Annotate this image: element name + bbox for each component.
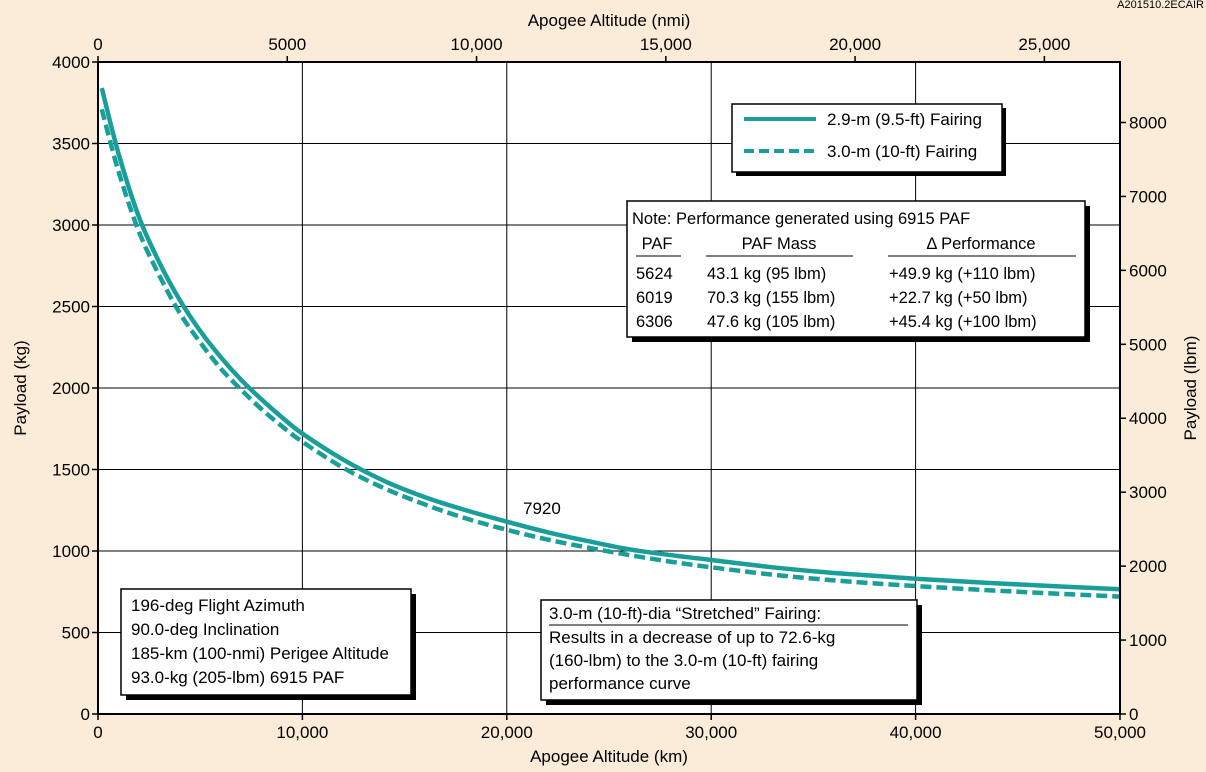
note-row-1-mass: 43.1 kg (95 lbm) [707,265,826,283]
x2-tick-label: 10,000 [451,35,503,54]
y2-axis-title: Payload (lbm) [1181,336,1200,441]
fairing-box-frame [540,599,918,701]
x2-axis-title: Apogee Altitude (nmi) [528,11,691,30]
fairing-line-3: performance curve [549,674,691,693]
y-axis-title: Payload (kg) [11,340,30,435]
x-tick-label: 40,000 [890,723,942,742]
y2-tick-label: 1000 [1129,631,1167,650]
x-tick-label: 0 [93,723,102,742]
y-tick-label: 3000 [52,216,90,235]
note-header-paf: PAF [642,235,673,253]
conditions-line-2: 90.0-deg Inclination [131,620,279,639]
y2-tick-label: 7000 [1129,187,1167,206]
y2-tick-label: 5000 [1129,335,1167,354]
x2-tick-label: 20,000 [829,35,881,54]
y-tick-label: 1500 [52,461,90,480]
y2-tick-label: 0 [1129,705,1138,724]
y2-tick-label: 8000 [1129,113,1167,132]
annotation-7920: 7920 [523,499,561,518]
note-row-3-paf: 6306 [636,313,673,331]
legend-shadow-r [1002,108,1006,176]
curves [99,87,1121,599]
fairing-title: 3.0-m (10-ft)-dia “Stretched” Fairing: [549,604,821,623]
y2-tick-label: 6000 [1129,261,1167,280]
y-tick-label: 2000 [52,379,90,398]
x2-tick-label: 5000 [268,35,306,54]
y-tick-label: 3500 [52,135,90,154]
y-tick-label: 4000 [52,53,90,72]
y-tick-label: 2500 [52,298,90,317]
ticks: 0 10,000 20,000 30,000 40,000 50,000050010001… [52,35,1167,742]
x-tick-label: 50,000 [1094,723,1146,742]
series-line-dashed [99,108,1121,599]
note-row-3-delta: +45.4 kg (+100 lbm) [889,313,1037,331]
note-header-delta: Δ Performance [926,235,1035,253]
legend-shadow-b [736,172,1006,176]
series-line-solid [99,87,1121,592]
legend: 2.9-m (9.5-ft) Fairing 3.0-m (10-ft) Fai… [731,103,1006,176]
legend-box [731,103,1003,173]
note-row-1-delta: +49.9 kg (+110 lbm) [889,265,1035,283]
note-row-2-delta: +22.7 kg (+50 lbm) [889,289,1028,307]
x-tick-label: 10,000 [276,723,328,742]
note-box: Note: Performance generated using 6915 P… [626,200,1090,342]
conditions-line-3: 185-km (100-nmi) Perigee Altitude [131,644,389,663]
fairing-box: 3.0-m (10-ft)-dia “Stretched” Fairing: R… [540,599,922,705]
conditions-box-frame [120,588,412,696]
note-header-mass: PAF Mass [742,235,817,253]
y2-tick-label: 3000 [1129,483,1167,502]
conditions-line-4: 93.0-kg (205-lbm) 6915 PAF [131,668,344,687]
note-row-3-mass: 47.6 kg (105 lbm) [707,313,835,331]
note-title: Note: Performance generated using 6915 P… [632,210,970,228]
y2-tick-label: 2000 [1129,557,1167,576]
x-tick-label: 20,000 [481,723,533,742]
x2-tick-label: 0 [93,35,102,54]
conditions-line-1: 196-deg Flight Azimuth [131,596,305,615]
x-axis-title: Apogee Altitude (km) [530,747,688,766]
note-row-2-paf: 6019 [636,289,673,307]
y-tick-label: 0 [81,705,90,724]
legend-label-solid: 2.9-m (9.5-ft) Fairing [827,110,982,129]
note-box-frame [626,200,1086,338]
y-tick-label: 1000 [52,542,90,561]
fairing-line-1: Results in a decrease of up to 72.6-kg [549,628,835,647]
y-tick-label: 500 [62,624,90,643]
x-tick-label: 30,000 [685,723,737,742]
y2-tick-label: 4000 [1129,409,1167,428]
fairing-line-2: (160-lbm) to the 3.0-m (10-ft) fairing [549,651,818,670]
note-row-1-paf: 5624 [636,265,673,283]
x2-tick-label: 15,000 [640,35,692,54]
note-row-2-mass: 70.3 kg (155 lbm) [707,289,835,307]
legend-label-dashed: 3.0-m (10-ft) Fairing [827,142,977,161]
conditions-box: 196-deg Flight Azimuth 90.0-deg Inclinat… [120,588,416,700]
x2-tick-label: 25,000 [1018,35,1070,54]
corner-code: A201510.2ECAIR [1117,0,1204,11]
